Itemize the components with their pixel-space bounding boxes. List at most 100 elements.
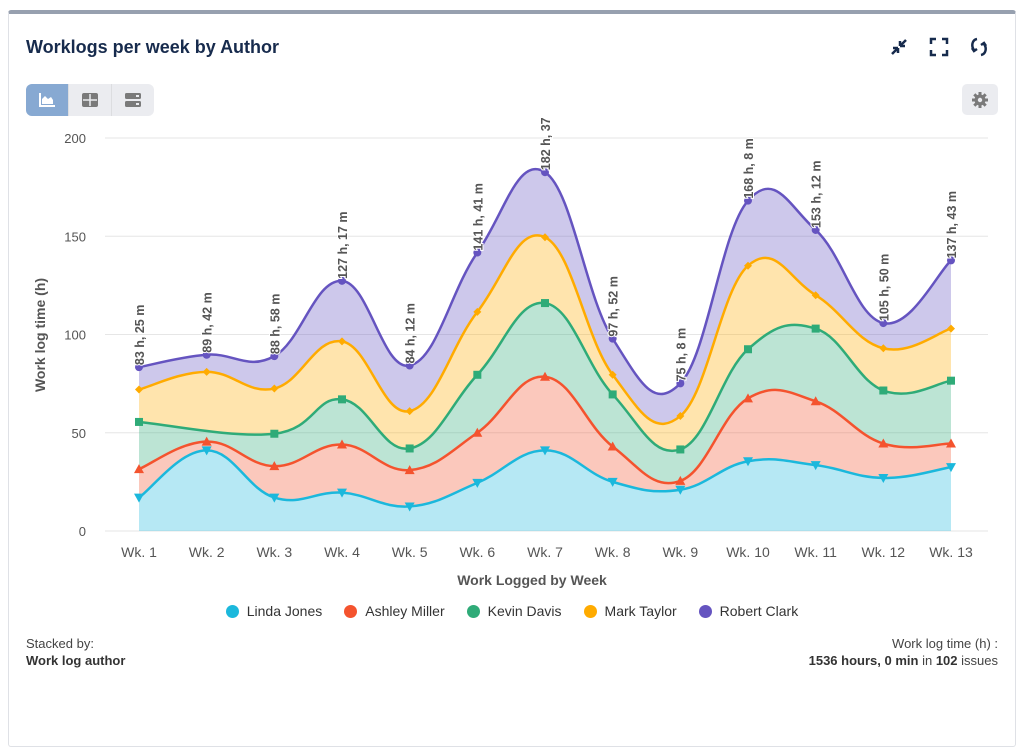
data-point <box>743 393 753 403</box>
gadget-title: Worklogs per week by Author <box>26 37 280 57</box>
data-point <box>947 324 955 333</box>
data-point <box>540 446 550 456</box>
total-data-label: 137 h, 43 m <box>945 191 959 258</box>
table-view-button[interactable] <box>69 84 112 116</box>
x-tick-label: Wk. 7 <box>527 544 563 560</box>
data-point <box>472 478 483 488</box>
data-point <box>404 465 415 475</box>
data-point <box>744 261 752 270</box>
gear-icon <box>972 91 988 108</box>
legend-item[interactable]: Ashley Miller <box>344 603 445 619</box>
legend-item[interactable]: Robert Clark <box>698 603 799 619</box>
data-point <box>269 493 280 503</box>
issues-text: issues <box>961 653 998 668</box>
data-point <box>338 337 346 346</box>
data-point <box>337 439 347 449</box>
y-tick-label: 150 <box>64 229 86 244</box>
data-point <box>134 493 144 503</box>
legend-label: Robert Clark <box>719 603 799 619</box>
total-data-label: 141 h, 41 m <box>471 183 485 250</box>
data-point <box>405 444 414 453</box>
data-point <box>269 461 280 471</box>
area-chart-icon <box>39 93 55 107</box>
x-tick-label: Wk. 12 <box>862 544 906 560</box>
total-data-label: 127 h, 17 m <box>336 211 350 278</box>
legend-label: Mark Taylor <box>604 603 677 619</box>
data-point <box>743 457 753 467</box>
list-view-button[interactable] <box>112 84 154 116</box>
y-tick-label: 200 <box>64 131 86 146</box>
data-point <box>608 334 617 343</box>
x-tick-label: Wk. 11 <box>794 544 837 560</box>
chart-legend: Linda Jones Ashley Miller Kevin Davis Mark … <box>0 603 1024 619</box>
stacked-by-label: Stacked by: <box>26 636 94 651</box>
x-tick-label: Wk. 6 <box>459 544 495 560</box>
total-info: Work log time (h) : 1536 hours, 0 min in… <box>809 636 998 668</box>
data-point <box>472 427 483 437</box>
legend-item[interactable]: Mark Taylor <box>583 603 677 619</box>
area-linda-jones <box>139 450 951 531</box>
view-toggle-group <box>26 84 154 116</box>
x-tick-label: Wk. 4 <box>324 544 360 560</box>
fullscreen-icon[interactable] <box>928 36 950 58</box>
legend-marker <box>698 604 712 618</box>
total-data-label: 105 h, 50 m <box>877 254 891 321</box>
legend-label: Kevin Davis <box>487 603 562 619</box>
data-point <box>405 361 414 370</box>
data-point <box>608 370 617 379</box>
data-point <box>811 225 820 234</box>
data-point <box>473 307 482 316</box>
dashboard-gadget-card <box>8 10 1016 747</box>
total-data-label: 97 h, 52 m <box>607 276 621 336</box>
legend-item[interactable]: Kevin Davis <box>466 603 562 619</box>
data-point <box>473 370 482 379</box>
area-robert-clark <box>139 169 951 424</box>
data-point <box>201 436 212 446</box>
data-point <box>202 367 211 376</box>
data-point <box>404 502 415 512</box>
data-point <box>879 319 888 328</box>
in-text: in <box>922 653 933 668</box>
chart-view-button[interactable] <box>26 84 69 116</box>
data-point <box>337 488 347 498</box>
data-point <box>676 379 685 388</box>
data-point <box>744 345 752 354</box>
total-data-label: 168 h, 8 m <box>742 138 756 198</box>
legend-label: Ashley Miller <box>365 603 445 619</box>
x-axis-title: Work Logged by Week <box>457 572 607 588</box>
collapse-icon[interactable] <box>888 36 910 58</box>
issues-count: 102 <box>935 653 958 668</box>
data-point <box>744 196 752 205</box>
data-point <box>134 464 144 474</box>
data-point <box>811 291 820 300</box>
list-icon <box>125 93 141 107</box>
legend-marker <box>466 604 480 618</box>
y-tick-label: 0 <box>79 524 86 539</box>
refresh-icon[interactable] <box>968 36 990 58</box>
data-point <box>811 324 820 333</box>
x-tick-label: Wk. 10 <box>726 544 770 560</box>
area-ashley-miller <box>139 376 951 507</box>
data-point <box>338 276 346 285</box>
settings-button[interactable] <box>962 84 998 115</box>
data-point <box>675 475 686 485</box>
total-data-label: 88 h, 58 m <box>268 294 282 354</box>
data-point <box>541 233 549 242</box>
data-point <box>676 412 685 421</box>
data-point <box>135 363 143 372</box>
data-point <box>676 445 685 454</box>
data-point <box>879 344 888 353</box>
legend-marker <box>225 604 239 618</box>
data-point <box>541 168 549 177</box>
data-point <box>878 438 889 448</box>
data-point <box>338 395 346 404</box>
legend-item[interactable]: Linda Jones <box>225 603 322 619</box>
area-kevin-davis <box>139 302 951 484</box>
x-tick-label: Wk. 9 <box>662 544 698 560</box>
data-point <box>405 407 414 416</box>
data-point <box>201 446 212 456</box>
data-point <box>540 371 550 381</box>
total-value: 1536 hours, 0 min <box>808 653 919 668</box>
y-tick-label: 50 <box>72 426 86 441</box>
data-point <box>270 352 279 361</box>
